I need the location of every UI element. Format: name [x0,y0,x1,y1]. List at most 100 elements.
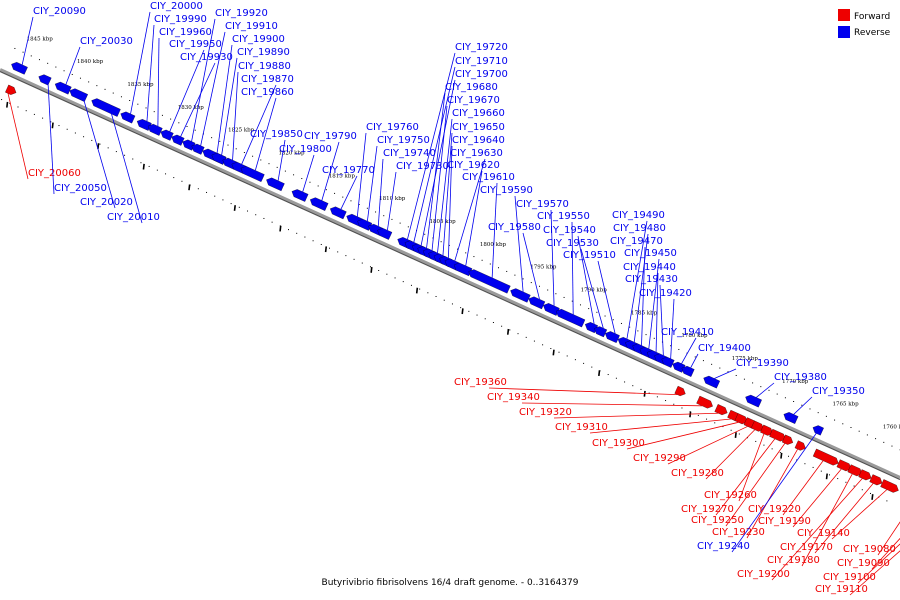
gene-label[interactable]: CIY_19080 [843,544,896,555]
gene-label[interactable]: CIY_19880 [238,61,291,72]
gene-ciy-19270[interactable] [769,428,786,442]
gene-label[interactable]: CIY_20060 [28,168,81,179]
gene-ciy-19300[interactable] [734,413,748,425]
gene-ciy-19930[interactable] [171,134,185,146]
gene-ciy-19220[interactable] [812,448,839,466]
gene-ciy-19140[interactable] [880,479,899,493]
gene-label[interactable]: CIY_19090 [837,558,890,569]
gene-ciy-19770[interactable] [330,206,347,220]
gene-label[interactable]: CIY_19300 [592,438,645,449]
gene-label[interactable]: CIY_19280 [671,468,724,479]
gene-label[interactable]: CIY_19700 [455,69,508,80]
gene-label[interactable]: CIY_19510 [563,250,616,261]
gene-label[interactable]: CIY_19890 [237,47,290,58]
gene-label[interactable]: CIY_19740 [383,148,436,159]
gene-label[interactable]: CIY_19610 [462,172,515,183]
gene-label[interactable]: CIY_19730 [396,161,449,172]
gene-label[interactable]: CIY_19770 [322,165,375,176]
gene-label[interactable]: CIY_19800 [279,144,332,155]
gene-ciy-19990[interactable] [136,119,152,131]
gene-ciy-19230[interactable] [794,440,806,451]
gene-ciy-20050[interactable] [38,74,52,86]
gene-ciy-19410[interactable] [672,361,686,373]
gene-label[interactable]: CIY_19490 [612,210,665,221]
gene-ciy-19540[interactable] [585,322,598,334]
gene-label[interactable]: CIY_19640 [452,135,505,146]
gene-ciy-19890[interactable] [211,152,227,165]
gene-ciy-19400[interactable] [681,365,695,377]
gene-ciy-19800[interactable] [291,189,309,202]
gene-label[interactable]: CIY_19260 [704,490,757,501]
gene-ciy-20010[interactable] [91,98,121,117]
gene-label[interactable]: CIY_19110 [815,584,868,595]
gene-label[interactable]: CIY_19310 [555,422,608,433]
gene-label[interactable]: CIY_19420 [639,288,692,299]
gene-label[interactable]: CIY_19140 [797,528,850,539]
gene-label[interactable]: CIY_19760 [366,122,419,133]
gene-label[interactable]: CIY_19360 [454,377,507,388]
gene-label[interactable]: CIY_19430 [625,274,678,285]
gene-ciy-19920[interactable] [182,139,196,151]
gene-ciy-19910[interactable] [191,143,205,155]
gene-label[interactable]: CIY_20010 [107,212,160,223]
gene-ciy-20020[interactable] [69,88,88,102]
gene-label[interactable]: CIY_19850 [250,129,303,140]
gene-label[interactable]: CIY_19910 [225,21,278,32]
gene-label[interactable]: CIY_19100 [823,572,876,583]
gene-label[interactable]: CIY_19470 [610,236,663,247]
gene-label[interactable]: CIY_19990 [154,14,207,25]
gene-label[interactable]: CIY_20030 [80,36,133,47]
gene-label[interactable]: CIY_19190 [758,516,811,527]
gene-label[interactable]: CIY_19170 [780,542,833,553]
gene-label[interactable]: CIY_19620 [447,160,500,171]
gene-label[interactable]: CIY_19950 [169,39,222,50]
gene-label[interactable]: CIY_19650 [452,122,505,133]
gene-label[interactable]: CIY_19660 [452,108,505,119]
gene-label[interactable]: CIY_20000 [150,1,203,12]
gene-label[interactable]: CIY_19900 [232,34,285,45]
gene-ciy-19580[interactable] [528,296,546,310]
gene-label[interactable]: CIY_19180 [767,555,820,566]
gene-label[interactable]: CIY_19930 [180,52,233,63]
gene-ciy-19570[interactable] [543,303,560,316]
gene-label[interactable]: CIY_19580 [488,222,541,233]
gene-ciy-19320[interactable] [714,404,728,416]
gene-ciy-19200[interactable] [858,469,872,481]
gene-label[interactable]: CIY_19920 [215,8,268,19]
gene-label[interactable]: CIY_19380 [774,372,827,383]
gene-label[interactable]: CIY_19230 [712,527,765,538]
gene-label[interactable]: CIY_19220 [748,504,801,515]
gene-label[interactable]: CIY_19630 [450,148,503,159]
gene-ciy-19960[interactable] [147,123,163,136]
gene-ciy-20000[interactable] [120,111,136,124]
gene-ciy-19620[interactable] [453,262,473,277]
gene-label[interactable]: CIY_19670 [447,95,500,106]
gene-label[interactable]: CIY_19270 [681,504,734,515]
gene-label[interactable]: CIY_19240 [697,541,750,552]
gene-ciy-20090[interactable] [11,62,28,75]
gene-label[interactable]: CIY_19390 [736,358,789,369]
gene-ciy-19550[interactable] [555,308,586,328]
gene-label[interactable]: CIY_19680 [445,82,498,93]
gene-label[interactable]: CIY_19550 [537,211,590,222]
gene-label[interactable]: CIY_19720 [455,42,508,53]
gene-ciy-19250[interactable] [781,434,794,445]
gene-label[interactable]: CIY_19750 [377,135,430,146]
gene-label[interactable]: CIY_19200 [737,569,790,580]
gene-label[interactable]: CIY_19480 [613,223,666,234]
gene-label[interactable]: CIY_19440 [623,262,676,273]
gene-ciy-19360[interactable] [674,385,686,397]
gene-ciy-20060[interactable] [5,84,17,95]
gene-ciy-19530[interactable] [594,326,608,338]
gene-ciy-19590[interactable] [510,288,531,303]
gene-label[interactable]: CIY_19710 [455,56,508,67]
gene-ciy-19420[interactable] [661,356,675,368]
gene-ciy-19850[interactable] [266,177,285,192]
gene-label[interactable]: CIY_19350 [812,386,865,397]
gene-ciy-19610[interactable] [468,269,511,294]
gene-ciy-19350[interactable] [783,412,799,424]
gene-label[interactable]: CIY_19540 [543,225,596,236]
gene-ciy-19790[interactable] [310,197,329,211]
gene-ciy-19730[interactable] [377,228,393,240]
gene-ciy-19380[interactable] [745,394,762,408]
